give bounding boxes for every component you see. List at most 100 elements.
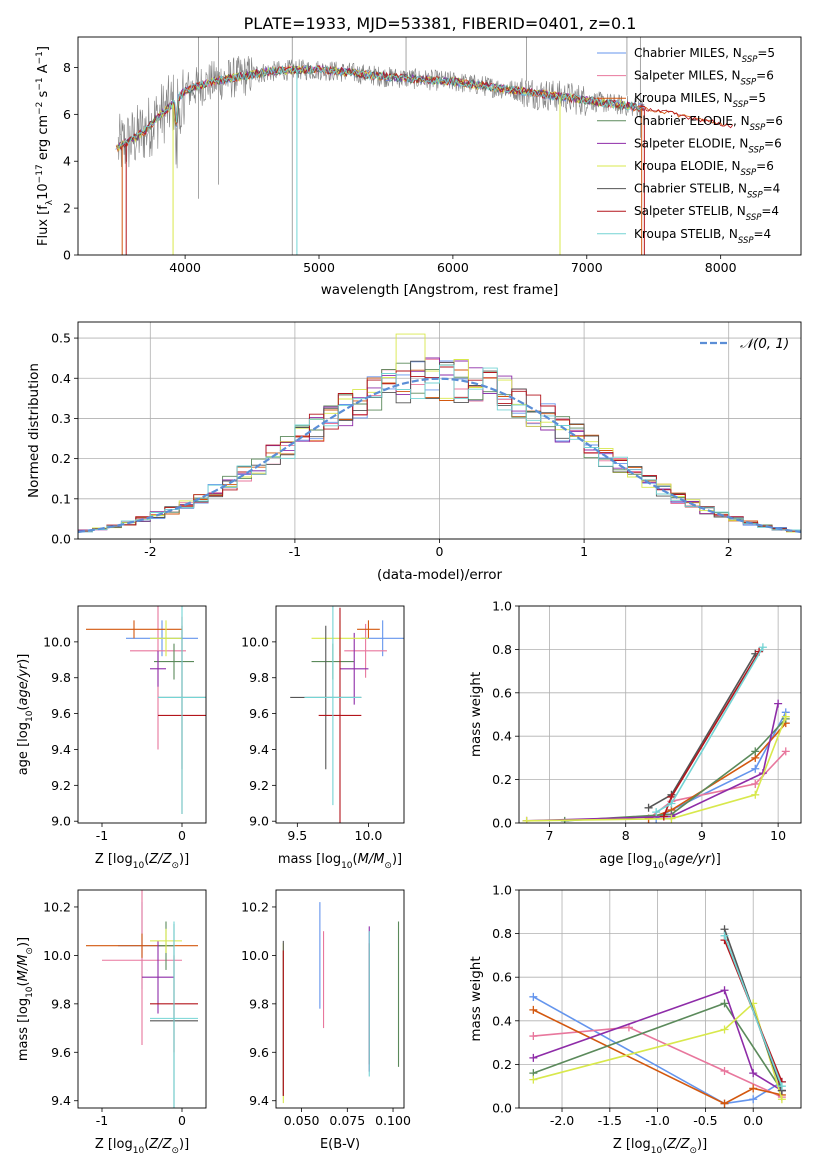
x-tick-label: 4000: [169, 260, 201, 275]
y-tick-label: 8: [63, 60, 71, 75]
y-tick-label: 9.4: [51, 742, 71, 757]
y-tick-label: 0.0: [492, 1101, 512, 1116]
axes-frame: [77, 605, 207, 824]
weight-point-marker: [781, 747, 790, 756]
age-vs-Z-panel: -1 0 9.0 9.2 9.4 9.6 9.8 10.0 Z [log10(Z/Z⊙)] age…: [16, 605, 207, 871]
weight-vs-age-plot: [522, 643, 790, 823]
model-spectrum-line: [118, 65, 645, 149]
weight-point-marker: [720, 999, 729, 1008]
x-tick-label: -1: [96, 828, 108, 843]
y-tick-label: 9.8: [249, 996, 269, 1011]
age-vs-Z-plot: [86, 606, 206, 815]
weight-point-marker: [667, 799, 676, 808]
x-tick-label: -1.0: [645, 1113, 669, 1128]
x-tick-label: 10.0: [355, 828, 383, 843]
weight-series-line: [533, 1026, 783, 1098]
weight-point-marker: [758, 643, 767, 652]
weight-point-marker: [751, 790, 760, 799]
weight-point-marker: [749, 1084, 758, 1093]
y-tick-label: 0.0: [492, 816, 512, 831]
x-tick-label: -2: [144, 544, 156, 559]
weight-series-line: [532, 1009, 783, 1105]
x-tick-label: 0: [178, 1113, 186, 1128]
legend-entry: Kroupa STELIB, NSSP=4: [634, 227, 771, 246]
y-tick-label: 9.8: [51, 996, 71, 1011]
weight-point-marker: [529, 1005, 538, 1014]
legend-entry: Kroupa MILES, NSSP=5: [634, 91, 766, 110]
y-tick-label: 0.6: [492, 685, 512, 700]
y-tick-label: 0.5: [51, 331, 71, 346]
weight-point-marker: [751, 747, 760, 756]
axes-frame: [77, 889, 207, 1109]
normal-curve: [78, 377, 801, 534]
x-tick-label: -1: [96, 1113, 108, 1128]
x-tick-label: 7000: [571, 260, 603, 275]
y-tick-label: 0.2: [492, 772, 512, 787]
x-tick-label: 6000: [437, 260, 469, 275]
y-tick-label: 0.0: [51, 532, 71, 547]
x-tick-label: 1: [580, 544, 588, 559]
weight-point-marker: [667, 814, 676, 823]
y-tick-label: 9.4: [249, 742, 269, 757]
y-tick-label: 9.0: [51, 814, 71, 829]
x-tick-label: 5000: [303, 260, 335, 275]
x-tick-label: 9: [698, 828, 706, 843]
y-tick-label: 10.2: [241, 899, 269, 914]
spectrum-legend: Chabrier MILES, NSSP=5 Salpeter MILES, NS…: [597, 46, 783, 246]
y-tick-label: 1.0: [492, 883, 512, 898]
weight-point-marker: [749, 1069, 758, 1078]
y-tick-label: 0.4: [492, 1013, 512, 1028]
weight-vs-Z-panel: -2.0 -1.5 -1.0 -0.5 0.0 0.0 0.2 0.4 0.6 0.8 1.0 Z […: [468, 883, 802, 1156]
weight-series-line: [526, 703, 779, 822]
legend-entry: Salpeter MILES, NSSP=6: [634, 69, 774, 88]
y-axis-label: age [log10(age/yr)]: [16, 654, 35, 776]
mass-vs-Z-panel: -1 0 9.4 9.6 9.8 10.0 10.2 Z [log10(Z/Z⊙)] mass …: [16, 889, 207, 1156]
legend-entry: Chabrier STELIB, NSSP=4: [634, 182, 780, 201]
figure-title: PLATE=1933, MJD=53381, FIBERID=0401, z=0…: [244, 14, 637, 33]
weight-point-marker: [529, 1053, 538, 1062]
x-tick-label: 0: [436, 544, 444, 559]
x-tick-label: 7: [546, 828, 554, 843]
y-tick-label: 9.2: [51, 778, 71, 793]
weight-series-line: [526, 716, 787, 822]
weight-point-marker: [644, 803, 653, 812]
y-tick-label: 0.6: [492, 970, 512, 985]
x-axis-label: Z [log10(Z/Z⊙)]: [95, 1137, 189, 1156]
y-tick-label: 9.6: [51, 706, 71, 721]
x-tick-label: 0.100: [375, 1113, 411, 1128]
y-axis-label: Normed distribution: [26, 363, 42, 498]
x-tick-label: -1: [289, 544, 301, 559]
residuals-plot: [78, 333, 801, 539]
x-tick-label: 8: [622, 828, 630, 843]
weight-point-marker: [781, 712, 790, 721]
weight-point-marker: [529, 992, 538, 1001]
y-tick-label: 1.0: [492, 599, 512, 614]
y-tick-label: 10.0: [43, 634, 71, 649]
y-tick-label: 9.6: [249, 1045, 269, 1060]
x-axis-label: Z [log10(Z/Z⊙)]: [95, 852, 189, 871]
x-tick-label: 10: [770, 828, 786, 843]
x-axis-label: Z [log10(Z/Z⊙)]: [613, 1137, 707, 1156]
x-tick-label: 8000: [705, 260, 737, 275]
y-tick-label: 9.0: [249, 814, 269, 829]
spectrum-panel: 4000 5000 6000 7000 8000 0 2 4 6 8 wavelength [Ang…: [35, 36, 802, 298]
x-tick-label: 0.050: [284, 1113, 320, 1128]
axes-frame: [518, 605, 802, 824]
y-tick-label: 0.1: [51, 491, 71, 506]
age-vs-mass-panel: 9.5 10.0 9.0 9.2 9.4 9.6 9.8 10.0 mass [log10(M/…: [241, 605, 405, 871]
y-axis-label: mass weight: [468, 956, 484, 1041]
y-tick-label: 9.8: [249, 670, 269, 685]
weight-point-marker: [529, 1075, 538, 1084]
weight-point-marker: [777, 1095, 786, 1104]
x-tick-label: 0.0: [743, 1113, 763, 1128]
y-tick-label: 6: [63, 107, 71, 122]
x-tick-label: 0: [178, 828, 186, 843]
weight-point-marker: [774, 699, 783, 708]
weight-point-marker: [652, 808, 661, 817]
weight-point-marker: [751, 779, 760, 788]
residual-histogram: [78, 364, 801, 539]
mass-vs-ebv-plot: [282, 902, 400, 1104]
y-tick-label: 9.8: [51, 670, 71, 685]
legend-entry: 𝒩(0, 1): [740, 336, 789, 352]
x-tick-label: 0.075: [329, 1113, 365, 1128]
